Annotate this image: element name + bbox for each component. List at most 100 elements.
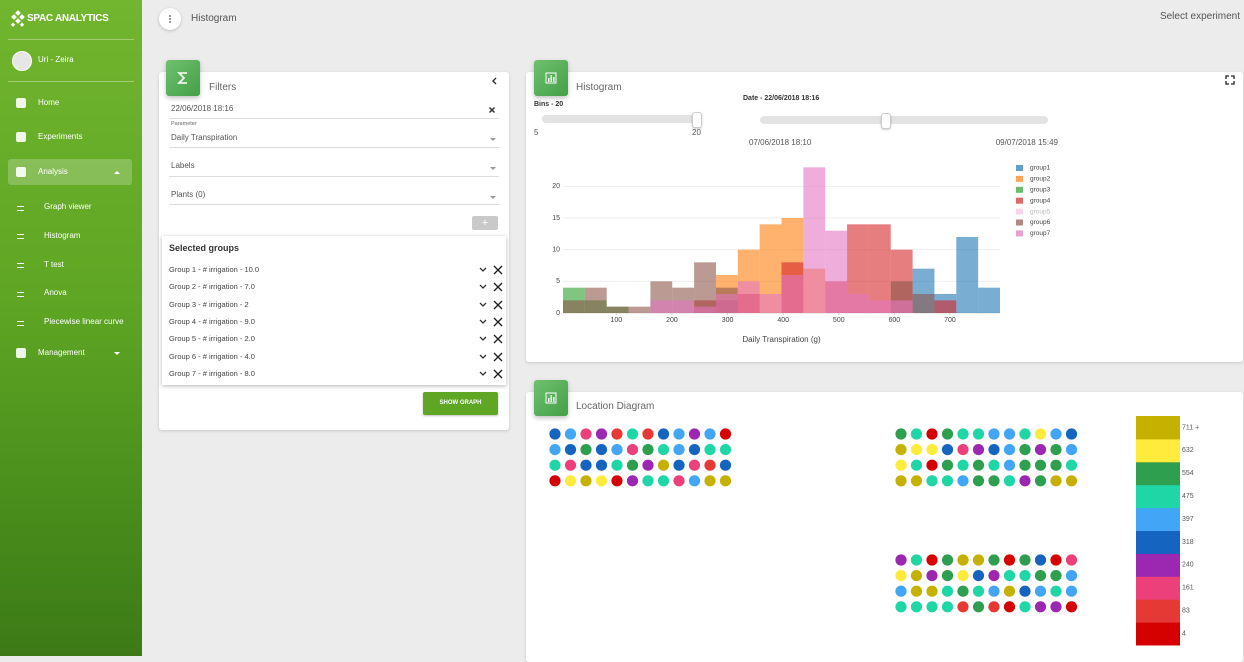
histogram-title: Histogram	[576, 82, 622, 93]
filters-icon	[166, 60, 200, 96]
date-start: 07/06/2018 18:10	[749, 138, 812, 147]
location-card	[526, 392, 1243, 662]
remove-icon	[493, 369, 503, 379]
add-button[interactable]: +	[472, 216, 498, 230]
divider	[8, 81, 134, 82]
bins-slider-track[interactable]	[542, 115, 697, 123]
group-item: Group 4 - # irrigation - 9.0	[169, 316, 255, 326]
submenu-icon	[17, 320, 24, 326]
sidebar: SPAC ANALYTICS Uri - Zeira Home Experimen…	[0, 0, 142, 656]
group-item: Group 6 - # irrigation - 4.0	[169, 351, 255, 361]
group-item: Group 5 - # irrigation - 2.0	[169, 334, 255, 344]
submenu-icon	[17, 234, 24, 240]
submenu-icon	[17, 263, 24, 269]
group-actions[interactable]	[478, 265, 504, 275]
group-actions[interactable]	[478, 282, 504, 292]
date-label: Date - 22/06/2018 18:16	[743, 95, 820, 102]
field-underline	[169, 176, 499, 177]
show-graph-button[interactable]: SHOW GRAPH	[423, 392, 498, 415]
parameter-label: Parameter	[171, 121, 197, 127]
remove-icon	[493, 265, 503, 275]
selected-groups-panel	[162, 236, 506, 385]
page-title: Histogram	[191, 13, 237, 24]
fullscreen-icon[interactable]	[1225, 75, 1235, 85]
group-item: Group 7 - # irrigation - 8.0	[169, 368, 255, 378]
menu-button[interactable]	[159, 8, 181, 30]
remove-icon	[493, 352, 503, 361]
expand-icon	[479, 267, 487, 272]
menu-icon	[16, 132, 26, 142]
remove-icon	[493, 317, 503, 327]
expand-icon	[479, 319, 487, 324]
expand-caret[interactable]	[114, 352, 120, 355]
group-item: Group 1 - # irrigation - 10.0	[169, 265, 260, 274]
chart-icon	[545, 392, 557, 404]
expand-icon	[479, 354, 487, 359]
group-actions[interactable]	[478, 317, 504, 327]
dropdown-caret[interactable]	[490, 196, 496, 199]
group-item: Group 2 - # irrigation - 7.0	[169, 282, 255, 292]
submenu-item[interactable]: T test	[44, 259, 64, 269]
menu-icon	[16, 167, 26, 177]
date-field[interactable]: 22/06/2018 18:16	[171, 104, 234, 113]
group-item: Group 3 - # irrigation - 2	[169, 299, 249, 309]
group-actions[interactable]	[478, 369, 504, 379]
remove-icon	[493, 300, 503, 310]
menu-item[interactable]: Management	[38, 348, 85, 357]
histogram-icon	[534, 60, 568, 96]
date-end: 09/07/2018 15:49	[995, 138, 1058, 147]
expand-icon	[479, 302, 487, 307]
selected-groups-title: Selected groups	[169, 243, 240, 253]
menu-icon	[16, 348, 26, 358]
user-name[interactable]: Uri - Zeira	[38, 55, 74, 64]
group-actions[interactable]	[478, 300, 504, 310]
chart-icon	[545, 72, 557, 84]
field-underline	[169, 118, 499, 119]
collapse-icon[interactable]	[490, 76, 500, 86]
parameter-select[interactable]: Daily Transpiration	[171, 133, 238, 142]
menu-icon	[16, 98, 26, 108]
submenu-icon	[17, 205, 24, 211]
submenu-item[interactable]: Histogram	[44, 230, 81, 240]
submenu-item[interactable]: Piecewise linear curve	[44, 317, 124, 327]
sigma-icon	[177, 72, 187, 84]
bins-label: Bins - 20	[534, 101, 564, 108]
collapse-caret[interactable]	[114, 171, 120, 174]
submenu-item[interactable]: Anova	[44, 288, 67, 298]
expand-icon	[479, 284, 487, 290]
logo-icon	[10, 10, 25, 27]
clear-icon[interactable]	[488, 106, 496, 114]
dropdown-caret[interactable]	[490, 138, 496, 141]
remove-icon	[493, 334, 503, 344]
select-experiment[interactable]: Select experiment	[1159, 11, 1240, 22]
date-slider-knob[interactable]	[881, 113, 891, 129]
filters-title: Filters	[209, 82, 237, 93]
dropdown-caret[interactable]	[490, 167, 496, 170]
group-actions[interactable]	[478, 334, 504, 344]
submenu-icon	[17, 291, 24, 297]
bins-max: 20	[692, 128, 701, 137]
field-underline	[169, 147, 499, 148]
active-menu-bg	[8, 159, 132, 185]
menu-item[interactable]: Experiments	[38, 132, 83, 141]
divider	[8, 39, 134, 40]
labels-select[interactable]: Labels	[171, 161, 195, 170]
date-slider-track[interactable]	[760, 116, 1048, 124]
menu-dots	[169, 15, 171, 23]
logo-text: SPAC ANALYTICS	[27, 13, 109, 24]
expand-icon	[479, 336, 487, 342]
group-actions[interactable]	[478, 352, 504, 362]
remove-icon	[493, 282, 503, 292]
submenu-item[interactable]: Graph viewer	[44, 202, 92, 211]
bins-slider-knob[interactable]	[692, 112, 702, 128]
expand-icon	[479, 371, 487, 376]
avatar[interactable]	[12, 51, 32, 71]
plants-select[interactable]: Plants (0)	[171, 190, 206, 199]
menu-item[interactable]: Home	[38, 98, 60, 107]
bins-min: 5	[534, 128, 539, 137]
location-icon	[534, 380, 568, 416]
field-underline	[169, 204, 499, 205]
menu-item[interactable]: Analysis	[38, 167, 68, 176]
